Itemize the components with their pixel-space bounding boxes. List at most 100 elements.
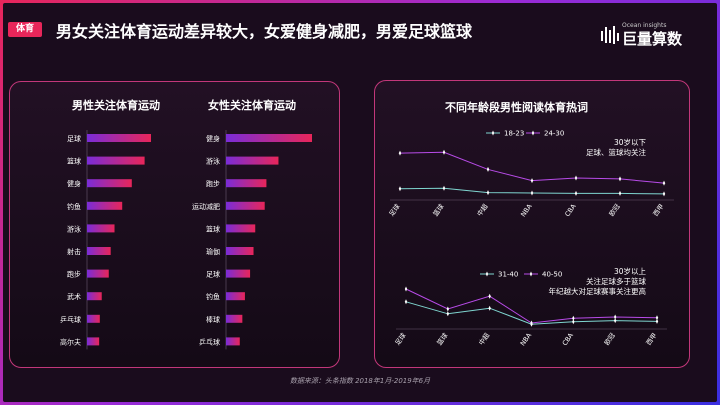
young-legend-marker (531, 130, 535, 136)
data-source-note: 数据来源：头条指数 2018年1月-2019年6月 (289, 377, 431, 385)
female-bar (226, 314, 243, 323)
young-point (486, 166, 490, 172)
young-legend-label: 24-30 (544, 130, 564, 138)
old-point (488, 293, 491, 299)
old-annotation: 关注足球多于篮球 (586, 276, 646, 286)
male-bar (87, 156, 145, 165)
young-point (398, 150, 402, 156)
female-bar (226, 201, 265, 210)
young-category-label: 中超 (475, 202, 490, 218)
male-label: 乒乓球 (60, 315, 81, 324)
female-bar (226, 337, 240, 346)
old-point (655, 315, 659, 321)
old-point (530, 320, 533, 326)
old-point (572, 319, 575, 325)
male-label: 健身 (67, 179, 81, 188)
old-line-chart: 足球 篮球 中超 NBA CBA 欧冠 西甲 31-40 40-50 30岁以上关注足球多于篮球年… (393, 266, 667, 347)
old-point (404, 286, 408, 292)
ocean-insights-logo: Ocean insights 巨量算数 (600, 22, 710, 54)
young-point (530, 178, 534, 184)
male-bar (87, 201, 123, 210)
old-point (446, 306, 450, 312)
young-annotation: 30岁以下 (614, 137, 647, 147)
age-chart-title: 不同年龄段男性阅读体育热词 (445, 101, 588, 114)
old-legend-label: 40-50 (542, 271, 562, 279)
old-annotation: 30岁以上 (614, 266, 647, 276)
logo-mark-icon (601, 26, 619, 44)
female-label: 足球 (206, 270, 220, 279)
old-annotation: 年纪越大对足球赛事关注更高 (549, 286, 647, 296)
old-legend-marker (529, 271, 533, 277)
female-label: 瑜伽 (206, 247, 220, 256)
female-bar (226, 269, 251, 278)
male-bar (87, 314, 100, 323)
young-point (662, 180, 666, 186)
male-label: 钓鱼 (67, 202, 81, 211)
young-point (574, 175, 578, 181)
old-category-label: CBA (561, 331, 576, 347)
logo-english: Ocean insights (622, 22, 667, 29)
male-label: 武术 (67, 292, 81, 301)
male-bar (87, 247, 111, 255)
young-point (574, 190, 578, 196)
old-category-label: 西甲 (645, 332, 659, 347)
category-tag: 体育 (8, 22, 42, 37)
young-point (398, 186, 402, 192)
young-category-label: 西甲 (652, 203, 666, 218)
male-label: 游泳 (67, 224, 81, 233)
female-bar (226, 134, 312, 142)
male-bar (87, 134, 151, 142)
slide-title: 男女关注体育运动差异较大，女爱健身减肥，男爱足球篮球 (56, 22, 473, 41)
logo-chinese: 巨量算数 (622, 30, 683, 48)
female-bar (226, 247, 254, 255)
female-label: 棒球 (206, 315, 220, 324)
young-category-label: 篮球 (431, 202, 446, 218)
female-bar (226, 292, 245, 301)
male-bar (87, 179, 132, 188)
female-bar (226, 224, 256, 233)
young-point (486, 190, 490, 196)
female-label: 跑步 (206, 179, 220, 188)
old-category-label: 篮球 (435, 331, 450, 347)
young-point (662, 191, 666, 197)
male-label: 射击 (67, 247, 81, 256)
male-label: 跑步 (67, 270, 81, 279)
young-point (442, 185, 446, 191)
male-bar (87, 292, 102, 301)
female-label: 钓鱼 (206, 292, 220, 301)
female-label: 篮球 (206, 224, 220, 233)
old-point (613, 314, 617, 320)
female-bar (226, 156, 279, 165)
old-category-label: NBA (519, 331, 534, 347)
young-category-label: NBA (519, 202, 534, 218)
young-category-label: CBA (563, 202, 578, 218)
old-point (613, 318, 617, 324)
female-bar (226, 179, 267, 188)
male-label: 篮球 (67, 157, 81, 166)
old-legend-marker (485, 271, 489, 277)
young-point (618, 190, 622, 196)
male-bar (87, 224, 115, 233)
male-bar (87, 337, 100, 346)
male-label: 高尔夫 (60, 337, 81, 346)
old-point (655, 318, 659, 324)
young-annotation: 足球、篮球均关注 (586, 147, 646, 157)
female-label: 健身 (206, 134, 220, 143)
young-legend-label: 18-23 (504, 130, 524, 138)
gender-sports-panel (9, 81, 340, 368)
female-label: 运动减肥 (192, 202, 220, 211)
young-category-label: 足球 (387, 202, 402, 218)
male-chart-title: 男性关注体育运动 (72, 99, 160, 112)
old-point (404, 299, 408, 305)
young-point (530, 190, 534, 196)
old-point (572, 315, 575, 321)
old-point (446, 311, 450, 317)
female-label: 乒乓球 (199, 337, 220, 346)
male-bar (87, 269, 109, 278)
young-legend-marker (491, 130, 495, 136)
male-label: 足球 (67, 134, 81, 143)
old-category-label: 中超 (476, 331, 491, 347)
